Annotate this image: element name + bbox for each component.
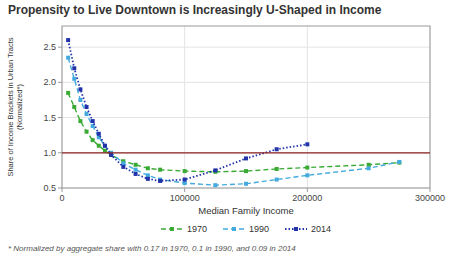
legend-label: 1970	[187, 224, 207, 234]
marker	[66, 91, 70, 95]
marker	[78, 87, 82, 91]
marker	[397, 160, 401, 164]
marker	[275, 147, 279, 151]
marker	[85, 130, 89, 134]
marker	[367, 166, 371, 170]
marker	[103, 144, 107, 148]
tick-label: 1.5	[43, 113, 56, 123]
reference-line	[62, 152, 430, 153]
y-axis-label-line: (Normalized*)	[15, 84, 24, 130]
marker	[146, 173, 150, 177]
marker	[158, 168, 162, 172]
legend-item: 1970	[161, 224, 207, 234]
marker	[78, 119, 82, 123]
marker	[109, 153, 113, 157]
title: Propensity to Live Downtown is Increasin…	[8, 3, 382, 17]
marker	[66, 38, 70, 42]
tick-label: 300000	[415, 193, 445, 203]
series-line	[68, 40, 307, 181]
plot-area	[62, 38, 430, 187]
legend-item: 1990	[223, 224, 269, 234]
x-axis-label: Median Family Income	[198, 205, 294, 216]
grid-line	[62, 152, 430, 153]
tick	[58, 188, 62, 189]
legend-item: 2014	[285, 224, 331, 234]
marker	[121, 161, 125, 165]
tick-label: 100000	[170, 193, 200, 203]
marker	[134, 172, 138, 176]
marker	[85, 112, 89, 116]
grid-line	[62, 82, 430, 83]
marker	[183, 169, 187, 173]
tick	[58, 152, 62, 153]
plot-frame	[62, 26, 430, 188]
marker	[146, 177, 150, 181]
annotation: * Normalized by aggregate share with 0.1…	[8, 244, 296, 253]
marker	[72, 66, 76, 70]
marker	[367, 163, 371, 167]
marker	[183, 181, 187, 185]
grid	[62, 26, 430, 188]
grid-line	[184, 26, 185, 188]
tick-label: 2.5	[43, 42, 56, 52]
y-axis-label: Share of Income Brackets in Urban Tracts…	[6, 37, 24, 176]
marker	[121, 165, 125, 169]
marker	[305, 173, 309, 177]
tick	[430, 188, 431, 192]
marker	[244, 182, 248, 186]
legend-swatch-marker	[232, 227, 236, 231]
marker	[91, 119, 95, 123]
series-line	[68, 58, 399, 185]
tick	[58, 47, 62, 48]
marker	[66, 56, 70, 60]
marker	[91, 138, 95, 142]
tick-label: 200000	[292, 193, 322, 203]
tick	[307, 188, 308, 192]
legend: 1970 1990 2014	[161, 224, 331, 234]
title-line: Propensity to Live Downtown is Increasin…	[8, 3, 382, 17]
legend-label: 2014	[311, 224, 331, 234]
marker	[97, 144, 101, 148]
tick-label: 1.0	[43, 148, 56, 158]
marker	[305, 166, 309, 170]
marker	[134, 163, 138, 167]
marker	[103, 144, 107, 148]
marker	[85, 105, 89, 109]
legend-label: 1990	[249, 224, 269, 234]
chart: Propensity to Live Downtown is Increasin…	[0, 0, 454, 256]
series-line	[68, 93, 399, 172]
legend-swatch-marker	[170, 227, 174, 231]
marker	[109, 153, 113, 157]
marker	[158, 179, 162, 183]
grid-line	[307, 26, 308, 188]
tick	[62, 188, 63, 192]
marker	[244, 156, 248, 160]
marker	[134, 168, 138, 172]
marker	[305, 142, 309, 146]
tick	[58, 117, 62, 118]
tick	[58, 82, 62, 83]
marker	[72, 105, 76, 109]
marker	[397, 161, 401, 165]
marker	[275, 167, 279, 171]
legend-swatch-marker	[294, 227, 298, 231]
marker	[275, 178, 279, 182]
marker	[183, 178, 187, 182]
marker	[72, 77, 76, 81]
marker	[97, 132, 101, 136]
marker	[146, 166, 150, 170]
marker	[78, 98, 82, 102]
marker	[213, 168, 217, 172]
marker	[213, 183, 217, 187]
tick	[184, 188, 185, 192]
grid-line	[62, 117, 430, 118]
tick-label: 0	[59, 193, 64, 203]
tick-label: 2.0	[43, 77, 56, 87]
grid-line	[62, 47, 430, 48]
marker	[244, 169, 248, 173]
tick-label: 0.5	[43, 183, 56, 193]
y-axis-label-line: Share of Income Brackets in Urban Tracts	[6, 37, 15, 176]
